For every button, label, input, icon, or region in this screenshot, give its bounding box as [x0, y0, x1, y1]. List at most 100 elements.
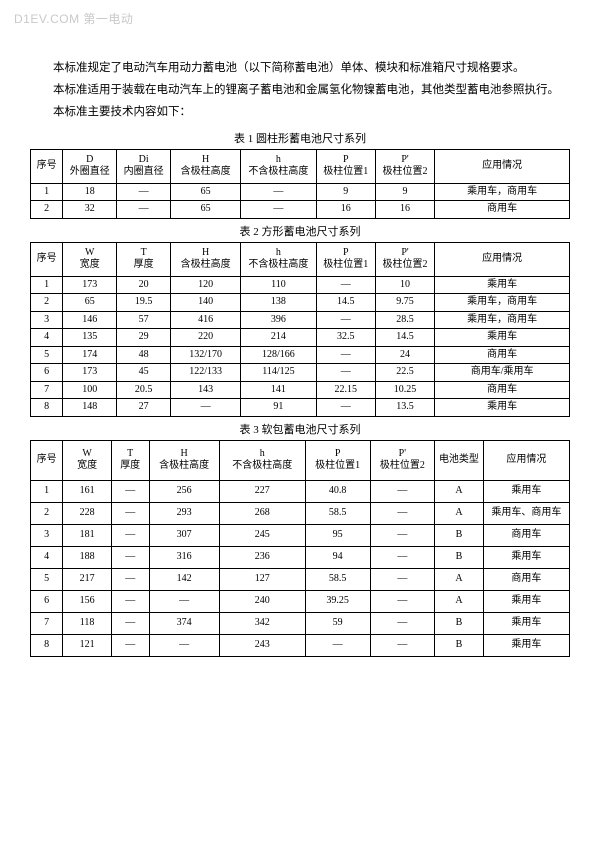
table2-cell: 22.15 [316, 381, 375, 399]
table1-cell: — [241, 201, 316, 219]
table2-cell: 20 [117, 276, 171, 294]
table3-row: 3181—30724595—B商用车 [31, 524, 570, 546]
table3-cell: 1 [31, 480, 63, 502]
table3-cell: 293 [149, 502, 219, 524]
table3-cell: — [111, 634, 149, 656]
table3-cell: — [111, 612, 149, 634]
table1-cell: 乘用车，商用车 [435, 183, 570, 201]
table2-row: 710020.514314122.1510.25商用车 [31, 381, 570, 399]
table3-cell: — [370, 634, 435, 656]
table1-cell: 商用车 [435, 201, 570, 219]
table3-cell: 121 [63, 634, 112, 656]
table3-cell: 乘用车 [483, 590, 569, 612]
table3-cell: — [149, 634, 219, 656]
table3-cell: — [370, 480, 435, 502]
table2-cell: 48 [117, 346, 171, 364]
para-2: 本标准适用于装载在电动汽车上的锂离子蓄电池和金属氢化物镍蓄电池，其他类型蓄电池参… [30, 80, 570, 102]
table3-cell: 181 [63, 524, 112, 546]
table3-header-6: P'极柱位置2 [370, 440, 435, 480]
table2-cell: 32.5 [316, 329, 375, 347]
table2-cell: 乘用车 [435, 399, 570, 417]
table2-cell: 65 [63, 294, 117, 312]
table3-cell: — [370, 590, 435, 612]
table3-cell: 6 [31, 590, 63, 612]
table2-cell: — [171, 399, 241, 417]
watermark: D1EV.COM 第一电动 [14, 10, 133, 27]
table3-cell: 8 [31, 634, 63, 656]
table2-header-0: 序号 [31, 242, 63, 276]
table3-cell: 240 [219, 590, 305, 612]
table3-header-0: 序号 [31, 440, 63, 480]
table2-cell: — [316, 276, 375, 294]
table2-row: 117320120110—10乘用车 [31, 276, 570, 294]
table2-cell: — [316, 364, 375, 382]
table3-cell: B [435, 634, 484, 656]
table2-cell: 19.5 [117, 294, 171, 312]
table3-header-8: 应用情况 [483, 440, 569, 480]
table1-cell: 16 [375, 201, 434, 219]
table2-cell: 乘用车 [435, 276, 570, 294]
table2-header-6: P'极柱位置2 [375, 242, 434, 276]
table3-cell: — [370, 546, 435, 568]
table2-cell: 商用车/乘用车 [435, 364, 570, 382]
table3-row: 1161—25622740.8—A乘用车 [31, 480, 570, 502]
table3-cell: 4 [31, 546, 63, 568]
table1-header-0: 序号 [31, 149, 63, 183]
table1-row: 118—65—99乘用车，商用车 [31, 183, 570, 201]
table2-cell: 商用车 [435, 381, 570, 399]
table3-cell: 227 [219, 480, 305, 502]
table2-cell: 22.5 [375, 364, 434, 382]
table3-cell: A [435, 590, 484, 612]
table2-cell: 10 [375, 276, 434, 294]
table2-cell: 7 [31, 381, 63, 399]
table2-cell: 173 [63, 364, 117, 382]
table2-cell: 24 [375, 346, 434, 364]
table2-header-4: h不含极柱高度 [241, 242, 316, 276]
table2-cell: 8 [31, 399, 63, 417]
table2-cell: 100 [63, 381, 117, 399]
table2-cell: 3 [31, 311, 63, 329]
table2-cell: 20.5 [117, 381, 171, 399]
table2-cell: 114/125 [241, 364, 316, 382]
table1: 序号D外圈直径Di内圈直径H含极柱高度h不含极柱高度P极柱位置1P'极柱位置2应… [30, 149, 570, 219]
table3-cell: 3 [31, 524, 63, 546]
table2-cell: 120 [171, 276, 241, 294]
table3-row: 5217—14212758.5—A商用车 [31, 568, 570, 590]
table3-cell: 142 [149, 568, 219, 590]
table2-cell: 4 [31, 329, 63, 347]
table3-cell: 乘用车 [483, 480, 569, 502]
table2-cell: 416 [171, 311, 241, 329]
table1-row: 232—65—1616商用车 [31, 201, 570, 219]
table2-row: 26519.514013814.59.75乘用车，商用车 [31, 294, 570, 312]
table2-cell: 57 [117, 311, 171, 329]
table3-cell: 58.5 [305, 502, 370, 524]
table3-cell: 59 [305, 612, 370, 634]
table2-cell: 132/170 [171, 346, 241, 364]
table3-cell: 188 [63, 546, 112, 568]
table2-cell: 27 [117, 399, 171, 417]
table2-cell: 141 [241, 381, 316, 399]
table3-cell: — [111, 524, 149, 546]
table2-cell: 45 [117, 364, 171, 382]
table2-header-7: 应用情况 [435, 242, 570, 276]
table2-cell: 9.75 [375, 294, 434, 312]
table3-cell: B [435, 524, 484, 546]
table3-cell: — [111, 546, 149, 568]
table2-cell: 146 [63, 311, 117, 329]
table3-cell: 乘用车、商用车 [483, 502, 569, 524]
table3-row: 7118—37434259—B乘用车 [31, 612, 570, 634]
table2-cell: 138 [241, 294, 316, 312]
table3-cell: 307 [149, 524, 219, 546]
table2-cell: 2 [31, 294, 63, 312]
table3-cell: 94 [305, 546, 370, 568]
table2-cell: 乘用车，商用车 [435, 294, 570, 312]
table1-cell: 2 [31, 201, 63, 219]
table1-cell: — [117, 201, 171, 219]
table2-cell: 174 [63, 346, 117, 364]
table3-cell: 7 [31, 612, 63, 634]
table3-cell: 268 [219, 502, 305, 524]
table1-header-3: H含极柱高度 [171, 149, 241, 183]
table3-cell: 2 [31, 502, 63, 524]
table2-cell: 135 [63, 329, 117, 347]
table3-cell: 95 [305, 524, 370, 546]
